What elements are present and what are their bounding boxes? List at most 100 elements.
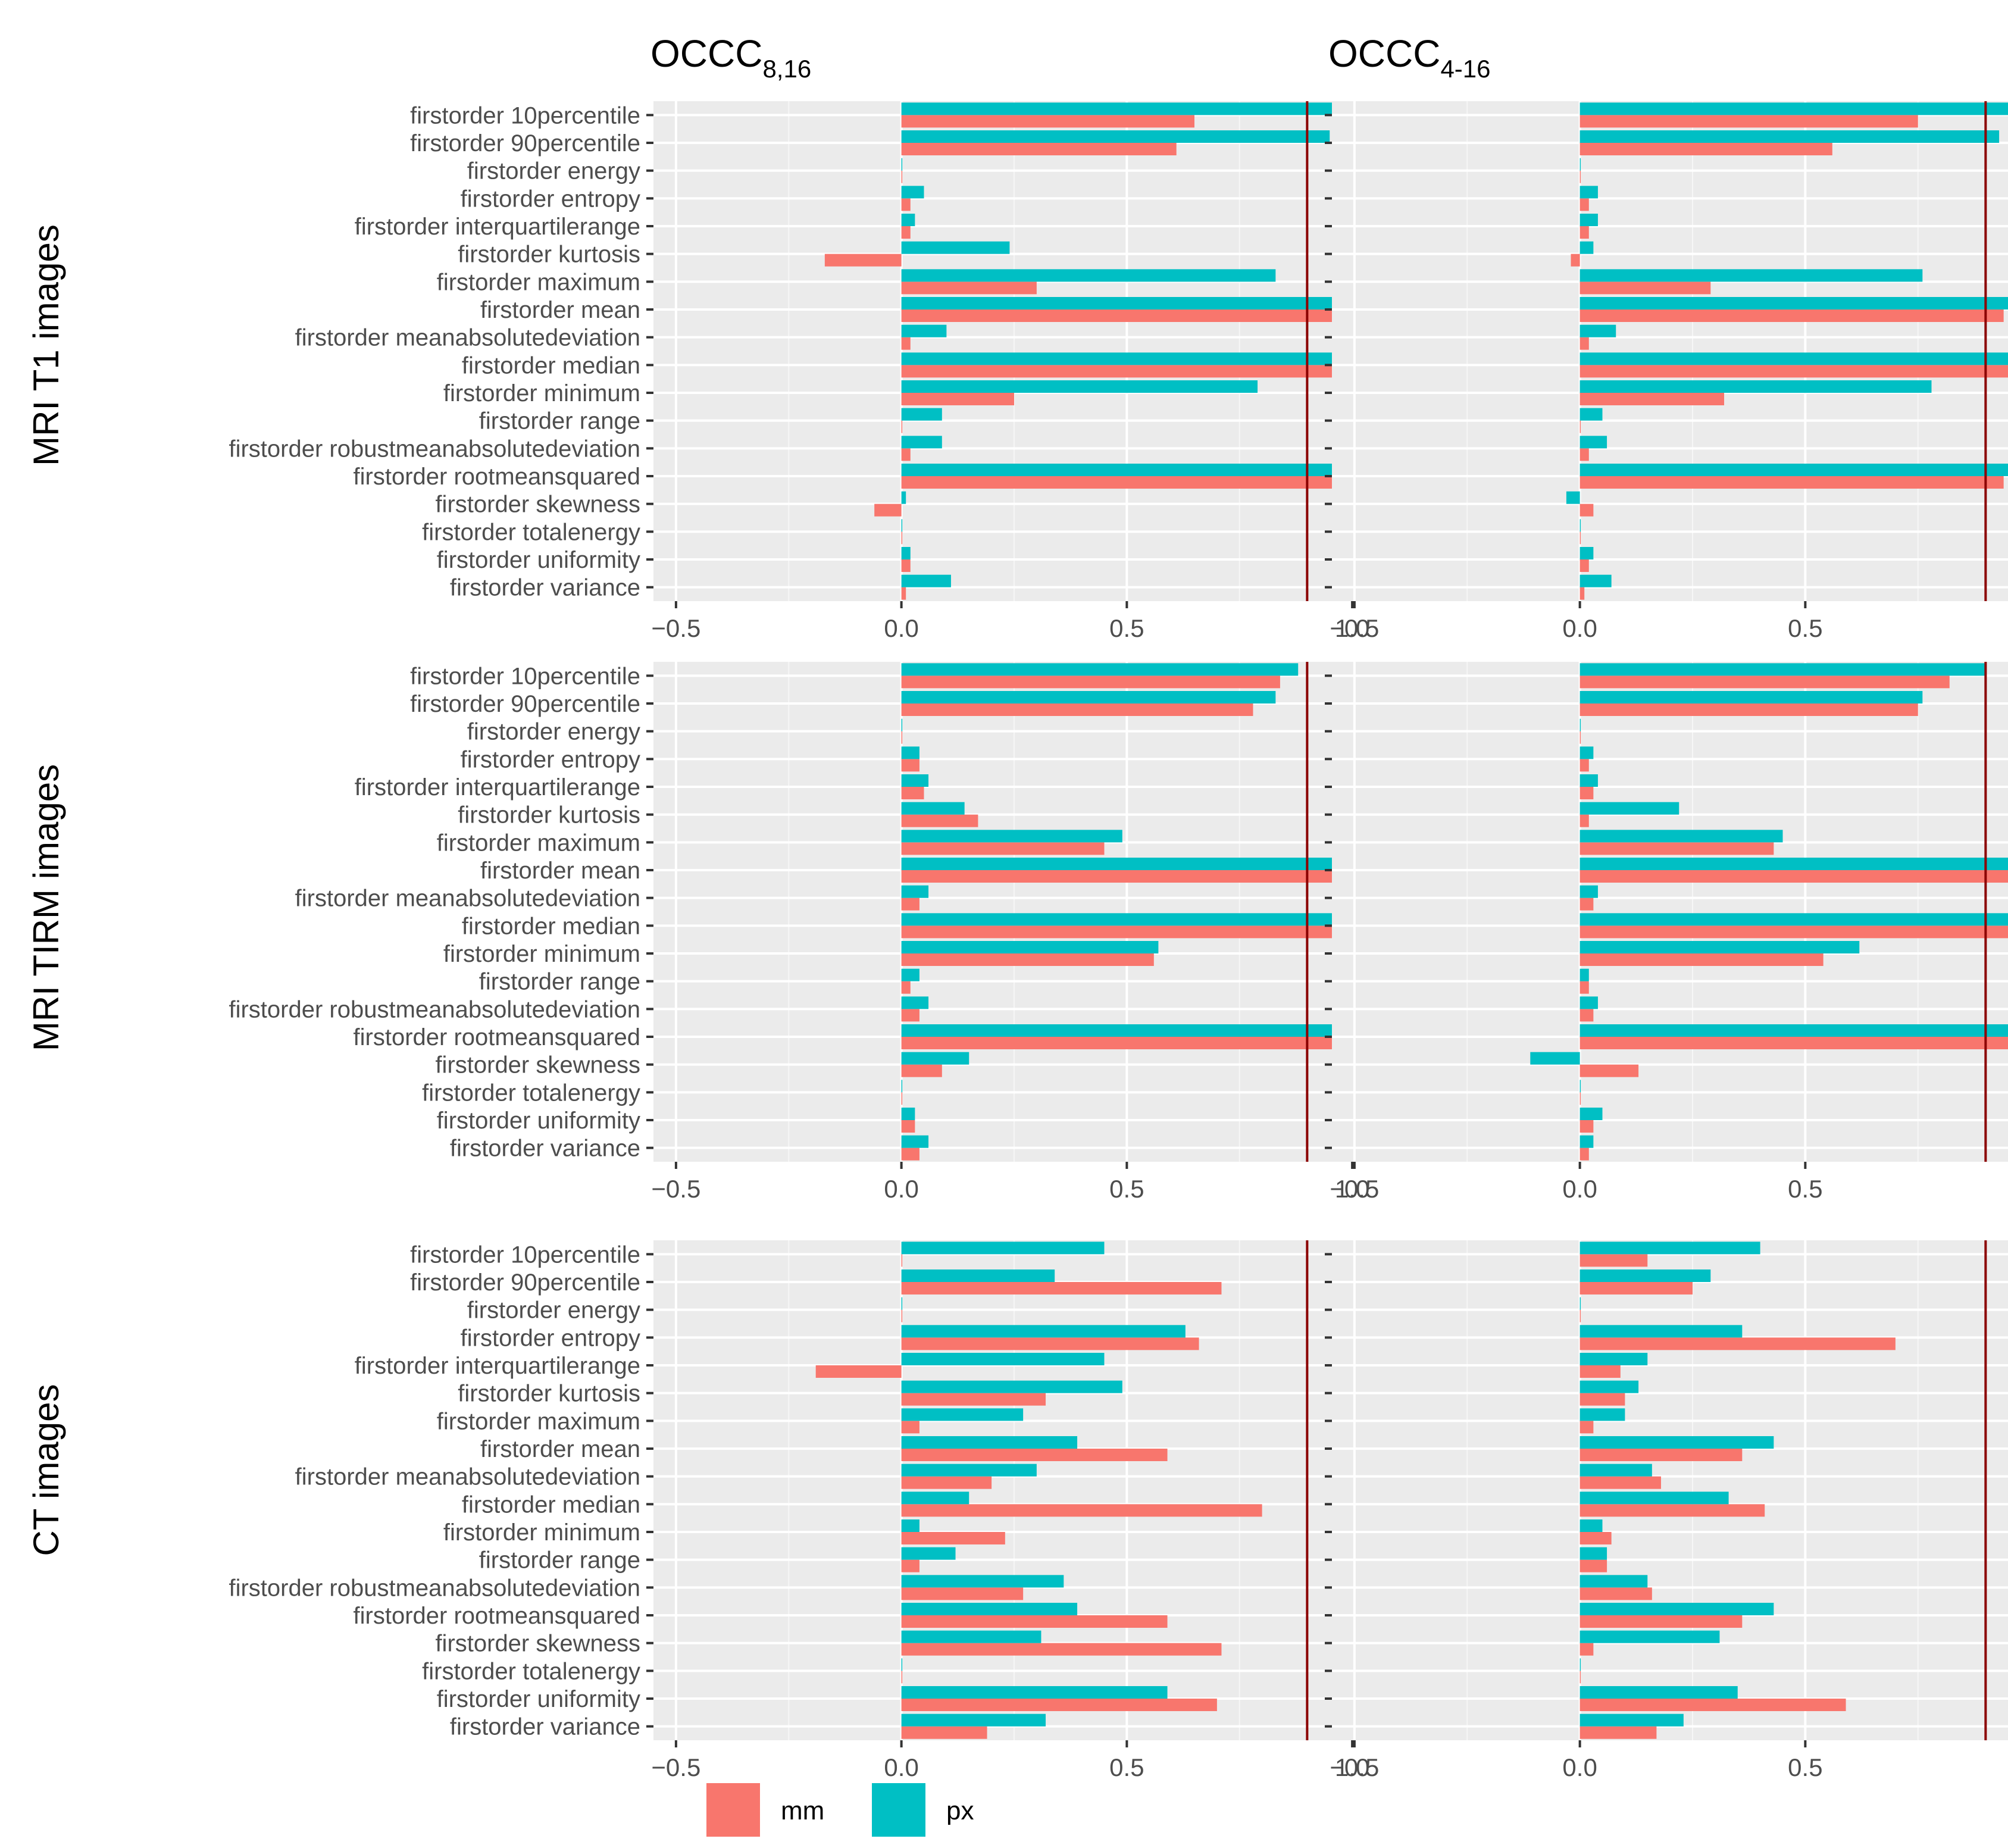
panel-mri-tirm-images-col1-bar-px-firstorder-totalenergy (901, 1080, 903, 1093)
panel-ct-images-col2-bar-mm-firstorder-skewness (1579, 1643, 1594, 1656)
panel-mri-tirm-images-col1-y-tick-label: firstorder variance (450, 1136, 640, 1162)
panel-mri-t1-images-col1-bar-mm-firstorder-kurtosis (824, 254, 902, 267)
panel-mri-t1-images-col1-bar-mm-firstorder-variance (901, 587, 906, 600)
panel-ct-images-col2-bar-px-firstorder-90percentile (1579, 1269, 1711, 1282)
panel-mri-tirm-images-col1-bar-mm-firstorder-uniformity (901, 1120, 915, 1133)
panel-mri-t1-images-col2-bar-mm-firstorder-90percentile (1579, 143, 1832, 155)
panel-ct-images-col2-bar-px-firstorder-mean (1579, 1436, 1774, 1449)
panel-mri-tirm-images-col2-bar-px-firstorder-variance (1579, 1135, 1594, 1148)
panel-mri-tirm-images-col2-bar-px-firstorder-entropy (1579, 746, 1594, 759)
column-title-1-main: OCCC (650, 32, 762, 75)
panel-ct-images-col1-bar-mm-firstorder-entropy (901, 1337, 1199, 1350)
panel-mri-tirm-images-col2-bar-mm-firstorder-robustmeanabsolutedeviation (1579, 1009, 1594, 1022)
panel-mri-tirm-images-col2-bar-px-firstorder-robustmeanabsolutedeviation (1579, 996, 1598, 1009)
panel-mri-tirm-images-col1-bar-px-firstorder-maximum (901, 830, 1122, 843)
panel-mri-t1-images-col1-bar-mm-firstorder-90percentile (901, 143, 1177, 155)
panel-mri-t1-images-col2-bar-mm-firstorder-variance (1579, 587, 1585, 600)
panel-mri-tirm-images-col1-y-tick-label: firstorder maximum (437, 830, 640, 856)
panel-ct-images-col2-bar-mm-firstorder-90percentile (1579, 1282, 1693, 1294)
panel-mri-t1-images-col2-bar-mm-firstorder-kurtosis (1571, 254, 1580, 267)
panel-ct-images-col1-y-tick-label: firstorder 10percentile (410, 1242, 640, 1268)
panel-mri-t1-images-col2-bar-mm-firstorder-rootmeansquared (1579, 476, 2004, 489)
panel-mri-t1-images-col1-y-tick-label: firstorder interquartilerange (355, 214, 640, 240)
panel-mri-tirm-images-col2-bar-mm-firstorder-variance (1579, 1147, 1589, 1161)
panel-ct-images-col1-bar-px-firstorder-interquartilerange (901, 1353, 1105, 1365)
panel-mri-t1-images-col2-x-tick-label: 0.0 (1562, 614, 1597, 642)
panel-ct-images-col1-bar-mm-firstorder-interquartilerange (815, 1365, 902, 1378)
panel-mri-t1-images-col2-bar-px-firstorder-entropy (1579, 186, 1598, 199)
panel-mri-t1-images-col1-x-tick-label: 1.0 (1335, 614, 1369, 642)
panel-mri-tirm-images-col1-y-tick-label: firstorder 10percentile (410, 663, 640, 689)
panel-mri-tirm-images-col1-bar-px-firstorder-kurtosis (901, 802, 965, 815)
panel-mri-t1-images-col2-bar-px-firstorder-range (1579, 408, 1603, 421)
panel-mri-tirm-images-col2-bar-mm-firstorder-interquartilerange (1579, 787, 1594, 799)
panel-mri-tirm-images-col1-bar-px-firstorder-robustmeanabsolutedeviation (901, 996, 929, 1009)
panel-mri-tirm-images-col2-bar-mm-firstorder-energy (1579, 731, 1581, 744)
panel-mri-t1-images-col1-y-tick-label: firstorder range (479, 408, 640, 434)
panel-mri-t1-images-col1-bar-px-firstorder-skewness (901, 491, 906, 504)
panel-ct-images-col2-bar-px-firstorder-rootmeansquared (1579, 1603, 1774, 1615)
panel-ct-images-col1-y-tick-label: firstorder rootmeansquared (354, 1603, 640, 1629)
panel-mri-t1-images-col2-bar-mm-firstorder-entropy (1579, 198, 1589, 211)
panel-mri-tirm-images-col1-bar-px-firstorder-entropy (901, 746, 919, 759)
panel-mri-t1-images-col1-y-tick-label: firstorder maximum (437, 269, 640, 295)
panel-mri-tirm-images-col1-bar-mm-firstorder-maximum (901, 842, 1105, 855)
panel-mri-t1-images-col2-bar-px-firstorder-rootmeansquared (1579, 464, 2008, 476)
panel-mri-t1-images-col1-bar-mm-firstorder-maximum (901, 282, 1037, 295)
panel-mri-tirm-images-col1-bar-mm-firstorder-range (901, 981, 911, 994)
panel-mri-t1-images-col1-y-tick-label: firstorder totalenergy (422, 519, 640, 545)
panel-mri-tirm-images-col1-x-tick-label: 0.0 (884, 1175, 918, 1203)
panel-mri-t1-images-col2-bar-px-firstorder-maximum (1579, 269, 1923, 282)
panel-mri-t1-images-col2-bar-px-firstorder-skewness (1566, 491, 1580, 504)
panel-mri-tirm-images-col2-bar-px-firstorder-median (1579, 913, 2008, 926)
panel-ct-images-col1-bar-mm-firstorder-minimum (901, 1532, 1005, 1544)
panel-mri-t1-images-col2-bar-px-firstorder-90percentile (1579, 130, 2000, 143)
panel-mri-t1-images-col1-y-tick-label: firstorder uniformity (437, 547, 640, 573)
panel-mri-tirm-images-col1-bar-mm-firstorder-robustmeanabsolutedeviation (901, 1009, 919, 1022)
panel-mri-tirm-images-col2-bar-mm-firstorder-entropy (1579, 759, 1589, 772)
panel-mri-t1-images-col2-bar-mm-firstorder-totalenergy (1579, 531, 1581, 545)
panel-mri-t1-images-col2-bar-mm-firstorder-uniformity (1579, 559, 1589, 572)
panel-mri-t1-images-col2-background (1332, 101, 2008, 601)
panel-ct-images-col2-bar-mm-firstorder-energy (1579, 1309, 1581, 1322)
panel-mri-t1-images-col2-bar-px-firstorder-minimum (1579, 380, 1932, 393)
panel-mri-t1-images-col1-bar-mm-firstorder-totalenergy (901, 531, 903, 545)
panel-mri-tirm-images-col1-bar-mm-firstorder-kurtosis (901, 814, 978, 827)
panel-mri-tirm-images-col2-bar-px-firstorder-maximum (1579, 830, 1783, 843)
panel-mri-t1-images-col1-bar-px-firstorder-totalenergy (901, 519, 903, 532)
panel-mri-t1-images-col2-bar-mm-firstorder-skewness (1579, 504, 1594, 517)
panel-mri-t1-images-col1-y-tick-label: firstorder rootmeansquared (354, 464, 640, 490)
panel-mri-t1-images-col2-x-tick-label: −0.5 (1330, 614, 1379, 642)
row-title-ct: CT images (26, 1384, 66, 1556)
panel-ct-images-col1-x-tick-label: 0.5 (1109, 1753, 1144, 1781)
panel-ct-images-col1-bar-mm-firstorder-skewness (901, 1643, 1222, 1656)
panel-mri-t1-images-col1-bar-mm-firstorder-uniformity (901, 559, 911, 572)
panel-mri-t1-images-col2-bar-mm-firstorder-minimum (1579, 393, 1725, 405)
panel-mri-tirm-images-col1-bar-px-firstorder-uniformity (901, 1108, 915, 1120)
panel-mri-t1-images-col1-y-tick-label: firstorder mean (480, 297, 640, 323)
column-title-2: OCCC4-16 (1328, 32, 1491, 83)
panel-mri-t1-images-col2-bar-px-firstorder-energy (1579, 158, 1581, 171)
panel-ct-images-col1-bar-px-firstorder-range (901, 1547, 956, 1560)
panel-ct-images-col1-bar-px-firstorder-entropy (901, 1325, 1186, 1338)
panel-mri-tirm-images-col2-bar-mm-firstorder-10percentile (1579, 676, 1950, 689)
panel-mri-tirm-images-col2-bar-px-firstorder-totalenergy (1579, 1080, 1581, 1093)
panel-mri-t1-images-col1-bar-mm-firstorder-interquartilerange (901, 226, 911, 239)
panel-mri-t1-images-col1-y-tick-label: firstorder robustmeanabsolutedeviation (229, 436, 640, 462)
panel-ct-images-col2-bar-px-firstorder-range (1579, 1547, 1607, 1560)
panel-mri-t1-images-col1-bar-px-firstorder-10percentile (901, 102, 1339, 115)
panel-mri-t1-images-col2-bar-px-firstorder-meanabsolutedeviation (1579, 324, 1616, 337)
panel-mri-t1-images-col1-bar-px-firstorder-variance (901, 574, 951, 587)
column-title-1: OCCC8,16 (650, 32, 811, 83)
panel-ct-images-col1-bar-mm-firstorder-meanabsolutedeviation (901, 1476, 992, 1489)
panel-mri-tirm-images-col1-bar-mm-firstorder-minimum (901, 953, 1154, 966)
legend-key-mm (706, 1783, 760, 1837)
panel-ct-images-col2-bar-mm-firstorder-entropy (1579, 1337, 1896, 1350)
panel-ct-images-col1-y-tick-label: firstorder uniformity (437, 1686, 640, 1712)
panel-mri-tirm-images-col2-bar-px-firstorder-mean (1579, 858, 2008, 870)
panel-mri-tirm-images-col1-x-tick-label: 0.5 (1109, 1175, 1144, 1203)
panel-mri-t1-images-col1-bar-px-firstorder-interquartilerange (901, 214, 915, 226)
